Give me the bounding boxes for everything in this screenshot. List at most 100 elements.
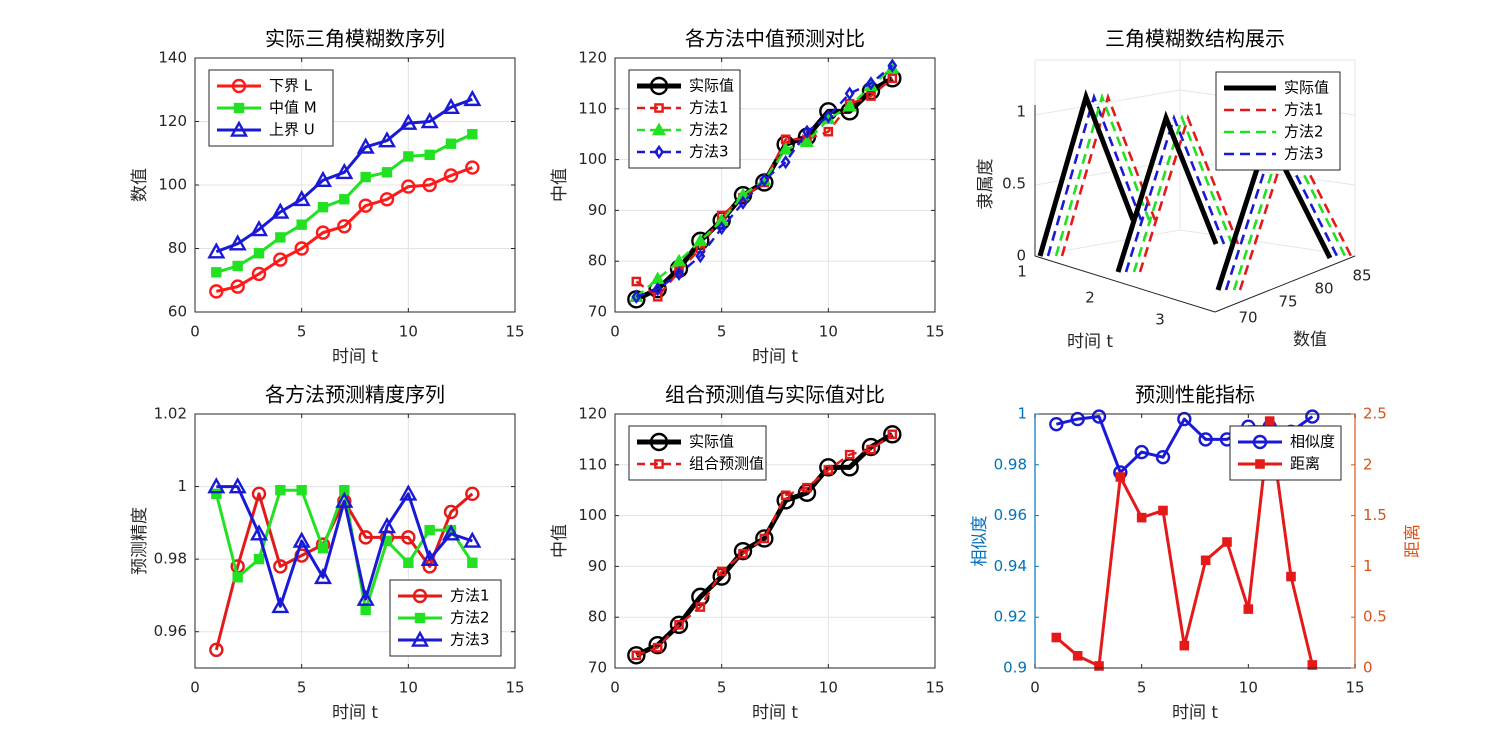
y-tick-label: 80 — [168, 239, 187, 257]
value-axis-label: 数值 — [1293, 330, 1327, 350]
x-tick-label: 10 — [399, 679, 418, 697]
x-axis-label: 时间 t — [1172, 703, 1218, 723]
data-point — [294, 241, 309, 256]
x-tick-label: 5 — [297, 679, 307, 697]
x-tick-label: 15 — [925, 323, 944, 341]
data-point — [358, 530, 373, 545]
fuzzy-triangle — [1124, 114, 1226, 273]
data-point — [271, 202, 290, 219]
data-point — [866, 444, 876, 455]
data-point — [1264, 416, 1275, 426]
data-point — [1115, 472, 1126, 482]
data-point — [292, 189, 311, 207]
chart-title: 三角模糊数结构展示 — [1105, 27, 1285, 51]
y-tick-label: 100 — [158, 176, 187, 194]
y-tick-label: 1 — [1017, 405, 1027, 423]
legend: 方法1 方法2 方法3 — [389, 579, 502, 657]
data-point — [253, 248, 265, 259]
legend-label: 方法1 — [450, 587, 490, 605]
legend-label: 方法1 — [689, 99, 729, 117]
data-point — [887, 73, 898, 84]
chart-title: 预测性能指标 — [1135, 383, 1255, 407]
data-point — [463, 531, 482, 548]
fuzzy-triangle — [1138, 114, 1240, 273]
data-point — [1094, 661, 1104, 671]
data-point — [251, 486, 267, 502]
y-axis-label: 预测精度 — [130, 507, 150, 575]
time-tick-label: 1 — [1017, 263, 1027, 281]
data-point — [652, 642, 663, 653]
legend-swatch-marker — [654, 144, 664, 160]
data-point — [823, 465, 834, 475]
series-2 — [211, 485, 478, 616]
legend-label: 实际值 — [1284, 79, 1329, 97]
axes-box — [194, 413, 516, 669]
data-point — [631, 650, 642, 661]
time-tick-label: 2 — [1085, 289, 1095, 307]
y-axis-label: 数值 — [130, 168, 150, 202]
data-point — [420, 549, 439, 566]
data-point — [1049, 416, 1064, 432]
legend-label: 中值 M — [269, 99, 317, 117]
legend-label: 组合预测值 — [689, 455, 764, 473]
x-tick-label: 5 — [717, 679, 727, 697]
data-point — [467, 557, 478, 568]
y2-tick-label: 0 — [1363, 659, 1373, 677]
data-point — [211, 267, 222, 278]
data-point — [1307, 660, 1318, 670]
value-tick-label: 75 — [1278, 293, 1297, 311]
y-axis-label: 相似度 — [970, 516, 990, 567]
data-point — [335, 162, 354, 180]
legend-swatch-marker — [414, 612, 426, 624]
y2-tick-label: 2 — [1363, 455, 1373, 473]
data-point — [228, 477, 247, 494]
legend-label: 方法2 — [450, 609, 490, 627]
y-tick-label: 140 — [158, 49, 187, 67]
data-point — [401, 530, 416, 545]
data-point — [424, 524, 435, 536]
data-point — [674, 266, 684, 281]
data-point — [356, 589, 375, 606]
legend-swatch-marker — [654, 103, 664, 113]
y-tick-label: 120 — [158, 112, 187, 130]
data-point — [778, 141, 793, 155]
x-tick-label: 5 — [1137, 679, 1147, 697]
series-line — [216, 166, 473, 293]
y-tick-label: 100 — [578, 150, 607, 168]
data-point — [249, 219, 269, 237]
legend-label: 方法3 — [1284, 145, 1324, 163]
y-tick-label: 0.9 — [1003, 659, 1027, 677]
legend-label: 方法2 — [1284, 123, 1324, 141]
legend-swatch-marker — [233, 102, 245, 114]
y2-tick-label: 1 — [1363, 557, 1373, 575]
y-tick-label: 80 — [588, 608, 607, 626]
data-point — [403, 557, 414, 568]
y2-tick-label: 0.5 — [1363, 608, 1387, 626]
legend-swatch-marker — [1255, 459, 1265, 469]
data-point — [463, 89, 482, 107]
data-point — [652, 282, 663, 297]
x-axis-label: 时间 t — [752, 347, 798, 367]
x-tick-label: 10 — [819, 679, 838, 697]
data-point — [842, 98, 857, 112]
data-point — [1070, 411, 1085, 427]
data-point — [1305, 409, 1320, 424]
chart-title: 各方法预测精度序列 — [265, 383, 445, 407]
data-point — [759, 533, 770, 544]
data-point — [251, 266, 267, 282]
data-point — [1072, 651, 1083, 661]
data-point — [232, 260, 243, 272]
data-point — [1177, 411, 1192, 427]
value-axis-line — [1214, 255, 1356, 313]
data-point — [465, 160, 480, 175]
legend-swatch-marker — [412, 588, 428, 604]
y-tick-label: 0.96 — [994, 506, 1027, 524]
data-point — [422, 177, 437, 193]
data-point — [313, 567, 333, 585]
